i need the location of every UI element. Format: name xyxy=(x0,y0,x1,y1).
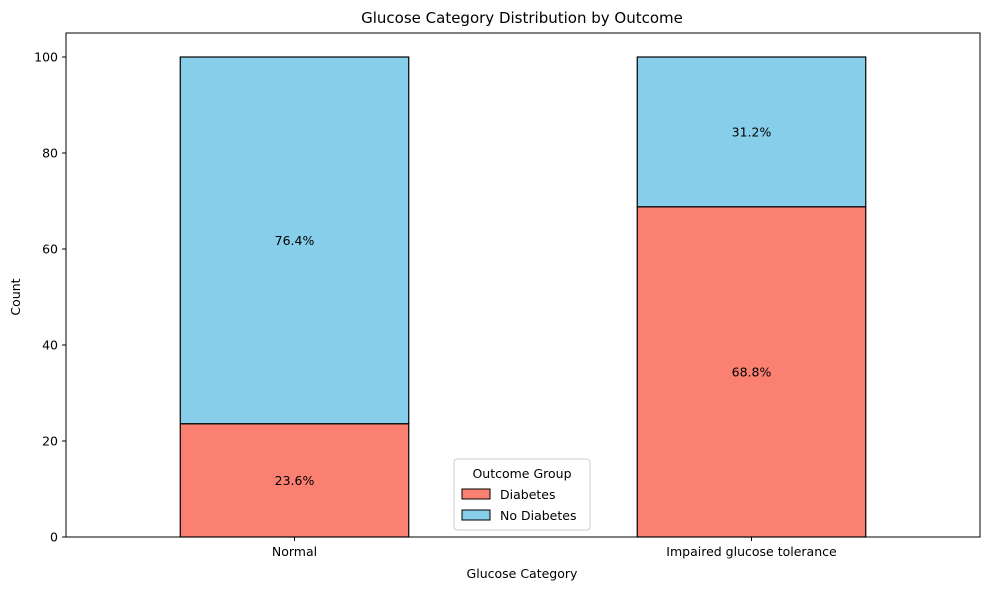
chart-title: Glucose Category Distribution by Outcome xyxy=(361,9,683,27)
legend-label: Diabetes xyxy=(500,487,556,502)
data-label: 68.8% xyxy=(732,364,772,379)
legend-swatch xyxy=(461,488,491,500)
y-tick-label: 20 xyxy=(42,434,58,449)
legend: Outcome Group Diabetes No Diabetes xyxy=(453,458,591,531)
y-axis-label: Count xyxy=(8,278,23,315)
legend-title: Outcome Group xyxy=(472,466,571,481)
y-tick-label: 80 xyxy=(42,146,58,161)
y-tick-label: 40 xyxy=(42,338,58,353)
axes: 0 20 40 60 80 100 Normal Impaired glucose toler… xyxy=(34,32,981,559)
bar-diabetes xyxy=(179,423,410,538)
legend-swatch xyxy=(461,509,491,521)
data-label: 23.6% xyxy=(275,473,315,488)
y-tick-label: 60 xyxy=(42,242,58,257)
bar-no-diabetes xyxy=(179,56,410,425)
legend-label: No Diabetes xyxy=(500,508,576,523)
bar-no-diabetes xyxy=(636,56,867,208)
y-tick-label: 0 xyxy=(50,530,58,545)
y-tick-label: 100 xyxy=(34,50,58,65)
data-label: 31.2% xyxy=(732,124,772,139)
data-label: 76.4% xyxy=(275,233,315,248)
x-axis-label: Glucose Category xyxy=(467,566,578,581)
x-tick-label: Normal xyxy=(272,544,317,559)
bar-diabetes xyxy=(636,206,867,538)
plot-frame xyxy=(65,32,981,538)
x-tick-label: Impaired glucose tolerance xyxy=(666,544,837,559)
plot-area: 23.6% 76.4% 68.8% 31.2% xyxy=(179,56,867,538)
